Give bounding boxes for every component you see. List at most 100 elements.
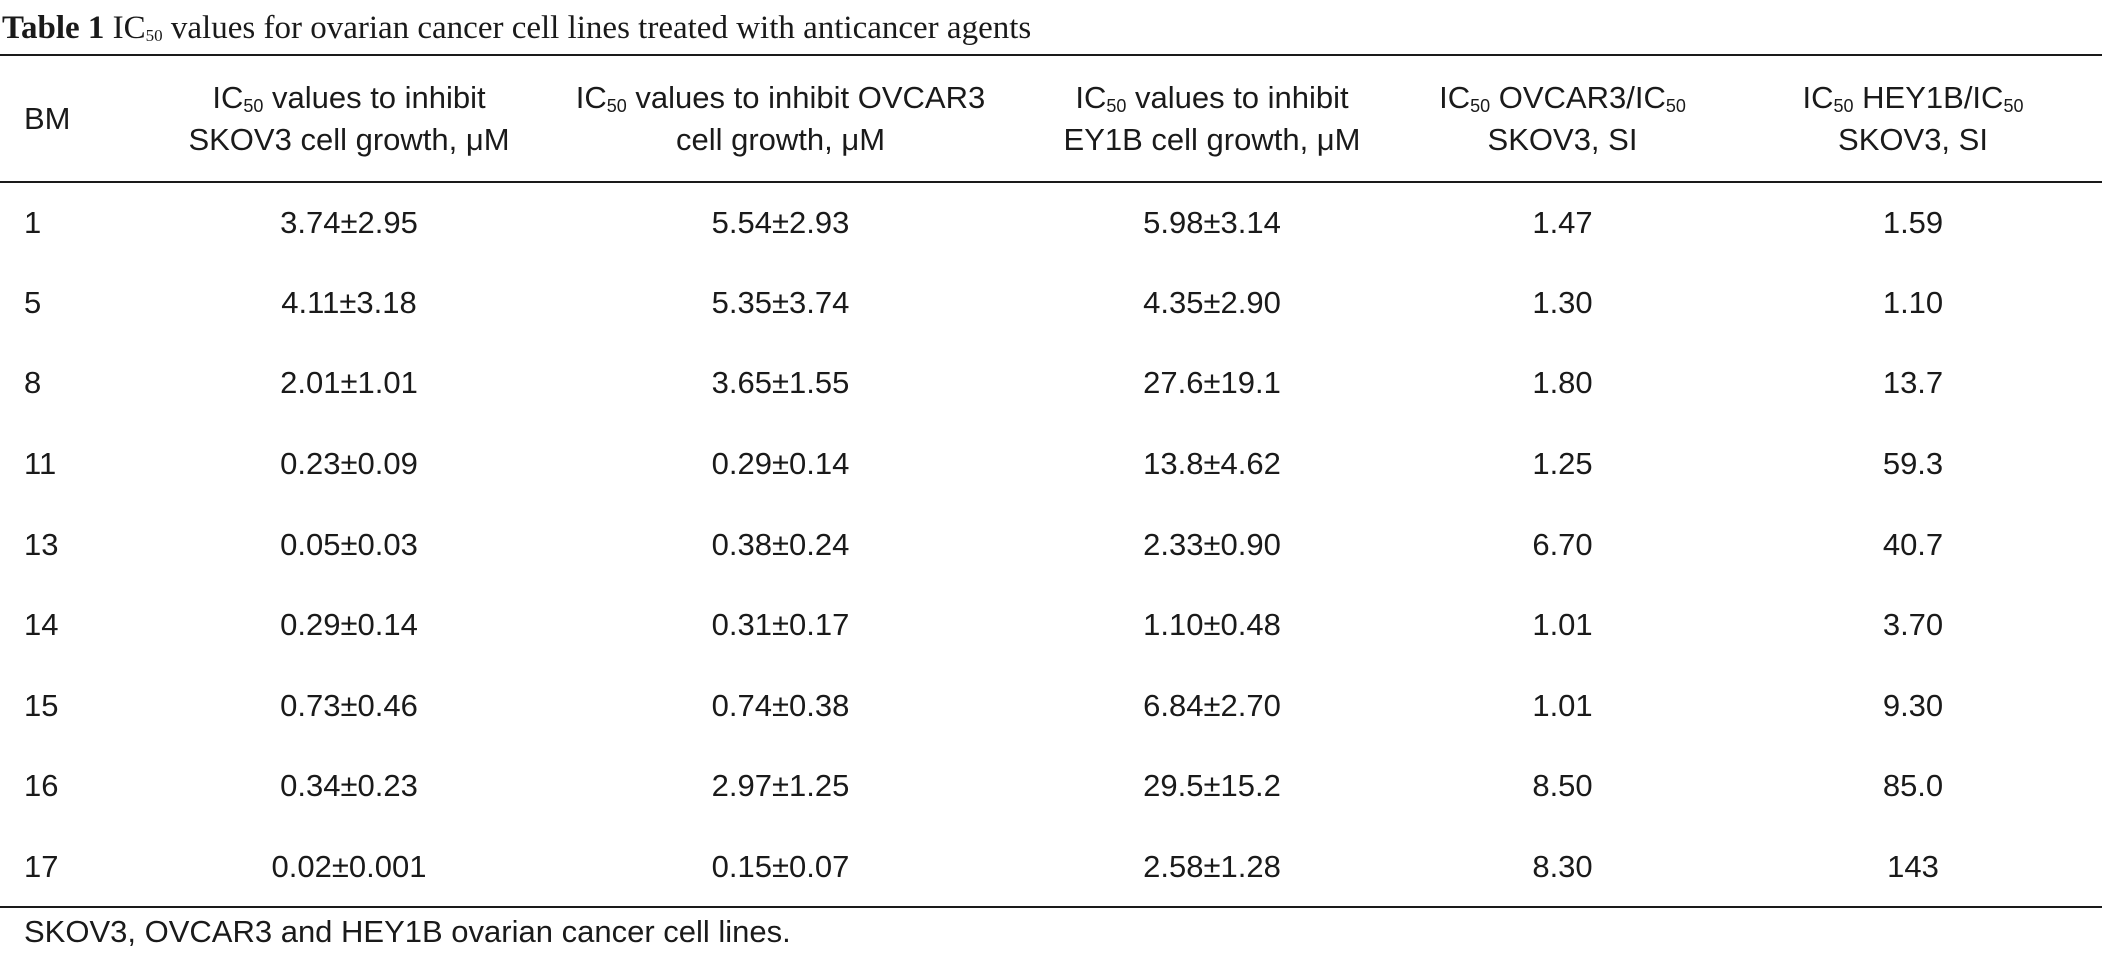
table-row: 8 2.01±1.01 3.65±1.55 27.6±19.1 1.80 13.7 <box>0 343 2102 424</box>
header-skov3-ic50: IC50 values to inhibit SKOV3 cell growth,… <box>160 54 538 183</box>
cell-ovcar3-ic50: 2.97±1.25 <box>711 768 850 804</box>
cell-ey1b-ic50: 29.5±15.2 <box>1143 768 1281 804</box>
table-footnote: SKOV3, OVCAR3 and HEY1B ovarian cancer c… <box>24 914 791 949</box>
table-row: 15 0.73±0.46 0.74±0.38 6.84±2.70 1.01 9.30 <box>0 666 2102 747</box>
cell-skov3-ic50: 0.05±0.03 <box>280 526 418 562</box>
header-bm: BM <box>0 54 160 183</box>
cell-bm: 8 <box>24 365 42 401</box>
header-ovcar3-si: IC50 OVCAR3/IC50 SKOV3, SI <box>1401 54 1724 183</box>
cell-hey1b-si: 13.7 <box>1882 365 1944 401</box>
table-caption-text-sub: 50 <box>145 26 163 45</box>
table-row: 14 0.29±0.14 0.31±0.17 1.10±0.48 1.01 3.70 <box>0 585 2102 666</box>
table-row: 1 3.74±2.95 5.54±2.93 5.98±3.14 1.47 1.59 <box>0 182 2102 263</box>
cell-ovcar3-ic50: 5.35±3.74 <box>711 284 850 320</box>
cell-ovcar3-ic50: 0.74±0.38 <box>711 687 850 723</box>
header-sub: 50 <box>606 95 627 116</box>
header-text: cell growth, μM <box>675 121 886 157</box>
cell-skov3-ic50: 4.11±3.18 <box>281 284 417 320</box>
cell-skov3-ic50: 2.01±1.01 <box>280 365 418 401</box>
cell-skov3-ic50: 0.02±0.001 <box>160 826 538 909</box>
table-body: 1 3.74±2.95 5.54±2.93 5.98±3.14 1.47 1.59 5 4.1… <box>0 182 2102 909</box>
cell-ovcar3-ic50: 5.54±2.93 <box>711 204 850 240</box>
cell-ey1b-ic50: 2.58±1.28 <box>1023 826 1401 909</box>
cell-ey1b-ic50: 27.6±19.1 <box>1143 365 1281 401</box>
data-table: BM IC50 values to inhibit SKOV3 cell grow… <box>0 54 2102 909</box>
cell-hey1b-si: 9.30 <box>1882 687 1944 723</box>
cell-ey1b-ic50: 2.33±0.90 <box>1143 526 1281 562</box>
header-sub: 50 <box>243 95 264 116</box>
cell-skov3-ic50: 0.73±0.46 <box>280 687 418 723</box>
table-row: 5 4.11±3.18 5.35±3.74 4.35±2.90 1.30 1.10 <box>0 263 2102 344</box>
header-text: IC <box>212 79 244 115</box>
cell-bm: 14 <box>24 607 59 643</box>
cell-bm: 11 <box>24 446 57 482</box>
header-text: values to inhibit <box>263 79 486 115</box>
cell-ovcar3-si: 1.25 <box>1532 446 1593 482</box>
table-caption: Table 1 IC50 values for ovarian cancer c… <box>2 6 1031 50</box>
cell-bm: 16 <box>24 768 59 804</box>
cell-ovcar3-si: 1.01 <box>1532 687 1593 723</box>
header-sub: 50 <box>2003 95 2024 116</box>
cell-ovcar3-si: 8.50 <box>1532 768 1593 804</box>
cell-ovcar3-si: 1.80 <box>1532 365 1593 401</box>
cell-bm: 13 <box>24 526 59 562</box>
header-ey1b-ic50: IC50 values to inhibit EY1B cell growth, … <box>1023 54 1401 183</box>
cell-hey1b-si: 143 <box>1724 826 2102 909</box>
table-caption-label: Table 1 <box>2 10 105 46</box>
cell-hey1b-si: 1.10 <box>1882 284 1944 320</box>
table-caption-text-pre: IC <box>112 10 146 46</box>
header-text: SKOV3, SI <box>1838 121 1988 157</box>
cell-ey1b-ic50: 4.35±2.90 <box>1143 284 1281 320</box>
header-sub: 50 <box>1106 95 1127 116</box>
cell-ovcar3-ic50: 0.31±0.17 <box>711 607 850 643</box>
table-row: 17 0.02±0.001 0.15±0.07 2.58±1.28 8.30 143 <box>0 826 2102 909</box>
cell-skov3-ic50: 0.34±0.23 <box>280 768 418 804</box>
table-header-row: BM IC50 values to inhibit SKOV3 cell grow… <box>0 54 2102 183</box>
cell-ey1b-ic50: 5.98±3.14 <box>1143 204 1281 240</box>
cell-ey1b-ic50: 6.84±2.70 <box>1143 687 1281 723</box>
cell-ey1b-ic50: 1.10±0.48 <box>1143 607 1281 643</box>
header-text: IC <box>575 79 607 115</box>
cell-ovcar3-si: 1.47 <box>1532 204 1593 240</box>
table-row: 11 0.23±0.09 0.29±0.14 13.8±4.62 1.25 59.3 <box>0 424 2102 505</box>
cell-ovcar3-ic50: 0.15±0.07 <box>538 826 1023 909</box>
header-bm-label: BM <box>24 100 71 136</box>
cell-ovcar3-si: 1.01 <box>1532 607 1593 643</box>
cell-skov3-ic50: 3.74±2.95 <box>280 204 418 240</box>
cell-ey1b-ic50: 13.8±4.62 <box>1143 446 1281 482</box>
cell-hey1b-si: 3.70 <box>1882 607 1944 643</box>
cell-ovcar3-si: 6.70 <box>1532 526 1593 562</box>
header-text: IC <box>1439 79 1471 115</box>
header-hey1b-si: IC50 HEY1B/IC50 SKOV3, SI <box>1724 54 2102 183</box>
header-text: EY1B cell growth, μM <box>1063 121 1361 157</box>
table-caption-text-post: values for ovarian cancer cell lines tre… <box>162 10 1032 46</box>
cell-bm: 5 <box>24 284 42 320</box>
cell-bm: 17 <box>0 826 160 909</box>
cell-ovcar3-si: 8.30 <box>1401 826 1724 909</box>
cell-skov3-ic50: 0.23±0.09 <box>280 446 418 482</box>
cell-bm: 1 <box>24 204 42 240</box>
cell-hey1b-si: 85.0 <box>1882 768 1944 804</box>
header-text: SKOV3, SI <box>1487 121 1638 157</box>
header-sub: 50 <box>1470 95 1491 116</box>
table-row: 16 0.34±0.23 2.97±1.25 29.5±15.2 8.50 85.0 <box>0 746 2102 827</box>
header-text: values to inhibit OVCAR3 <box>626 79 986 115</box>
header-sub: 50 <box>1833 95 1854 116</box>
cell-ovcar3-ic50: 0.38±0.24 <box>711 526 850 562</box>
table-row: 13 0.05±0.03 0.38±0.24 2.33±0.90 6.70 40.7 <box>0 504 2102 585</box>
header-ovcar3-ic50: IC50 values to inhibit OVCAR3 cell growth… <box>538 54 1023 183</box>
cell-hey1b-si: 40.7 <box>1882 526 1944 562</box>
cell-ovcar3-si: 1.30 <box>1532 284 1593 320</box>
header-text: HEY1B/IC <box>1853 79 2004 115</box>
table-header: BM IC50 values to inhibit SKOV3 cell grow… <box>0 54 2102 183</box>
header-text: OVCAR3/IC <box>1490 79 1666 115</box>
header-text: IC <box>1075 79 1107 115</box>
cell-skov3-ic50: 0.29±0.14 <box>280 607 418 643</box>
cell-bm: 15 <box>24 687 59 723</box>
cell-ovcar3-ic50: 0.29±0.14 <box>711 446 850 482</box>
cell-hey1b-si: 1.59 <box>1882 204 1944 240</box>
header-text: SKOV3 cell growth, μM <box>188 121 510 157</box>
cell-hey1b-si: 59.3 <box>1882 446 1944 482</box>
header-sub: 50 <box>1665 95 1686 116</box>
header-text: values to inhibit <box>1126 79 1349 115</box>
